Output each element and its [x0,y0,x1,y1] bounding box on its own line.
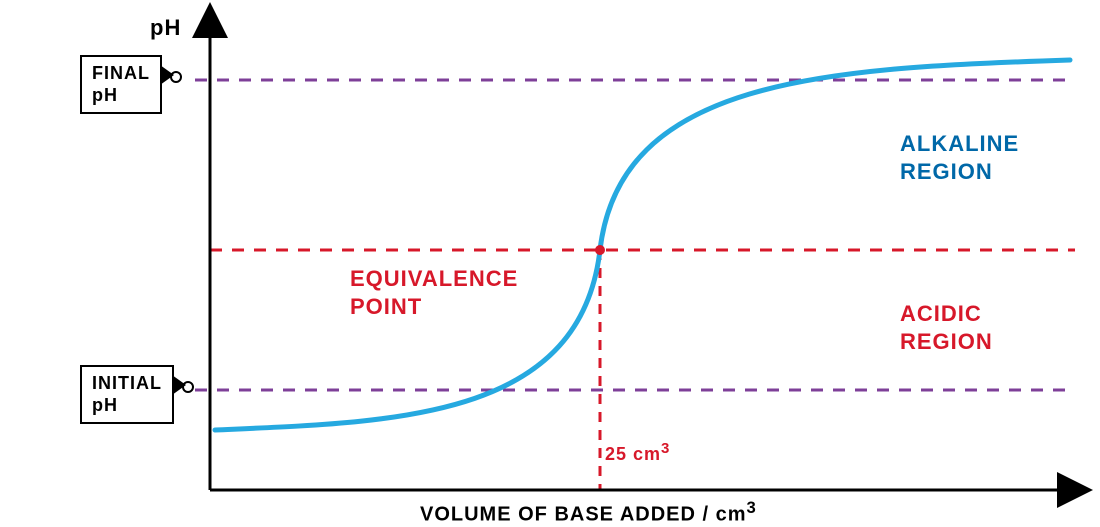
acidic-label-line2: REGION [900,328,993,356]
equivalence-label-line2: POINT [350,293,518,321]
volume-tick-sup: 3 [661,440,670,457]
y-axis-label-text: pH [150,15,181,40]
equivalence-label-line1: EQUIVALENCE [350,265,518,293]
alkaline-label-line2: REGION [900,158,1019,186]
equivalence-label: EQUIVALENCE POINT [350,265,518,320]
y-axis-label: pH [150,15,181,41]
titration-curve [215,60,1070,430]
x-axis-label: VOLUME OF BASE ADDED / cm3 [420,498,757,527]
final-ph-callout: FINAL pH [80,55,162,114]
volume-tick-text: 25 cm [605,444,661,464]
initial-ph-line2: pH [92,395,162,417]
initial-ph-line1: INITIAL [92,373,162,395]
volume-tick-label: 25 cm3 [605,440,670,466]
alkaline-label-line1: ALKALINE [900,130,1019,158]
final-ph-line1: FINAL [92,63,150,85]
acidic-region-label: ACIDIC REGION [900,300,993,355]
x-axis-label-sup: 3 [747,498,757,517]
equivalence-point-dot [595,245,605,255]
final-ph-line2: pH [92,85,150,107]
initial-ph-callout: INITIAL pH [80,365,174,424]
alkaline-region-label: ALKALINE REGION [900,130,1019,185]
acidic-label-line1: ACIDIC [900,300,993,328]
